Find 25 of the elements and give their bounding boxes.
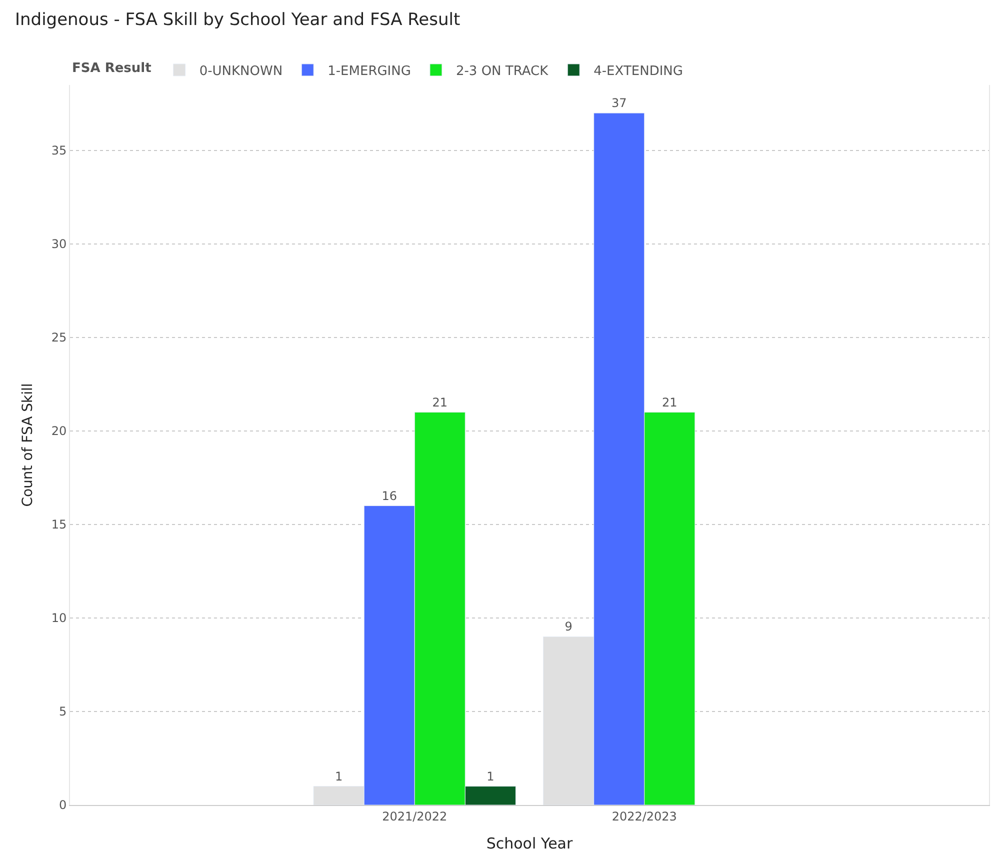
- y-tick-label: 10: [51, 611, 67, 626]
- x-tick-label: 2021/2022: [382, 809, 448, 824]
- legend-label: 0-UNKNOWN: [199, 64, 283, 80]
- x-axis-title: School Year: [486, 834, 574, 852]
- legend-title: FSA Result: [72, 60, 152, 76]
- data-label: 1: [334, 769, 343, 784]
- legend-label: 2-3 ON TRACK: [456, 64, 549, 80]
- data-label: 37: [611, 96, 627, 110]
- y-tick-label: 5: [58, 704, 67, 719]
- data-label: 21: [432, 395, 448, 410]
- y-tick-label: 35: [51, 144, 67, 158]
- y-tick-label: 20: [51, 424, 67, 438]
- chart-title: Indigenous - FSA Skill by School Year and FSA Result: [14, 10, 460, 30]
- y-tick-label: 0: [58, 798, 67, 812]
- x-tick-label: 2022/2023: [612, 809, 677, 824]
- legend-label: 1-EMERGING: [328, 64, 411, 80]
- legend-label: 4-EXTENDING: [594, 64, 683, 80]
- data-label: 1: [486, 769, 494, 784]
- data-label: 21: [662, 395, 678, 410]
- data-label: 16: [382, 488, 397, 503]
- y-tick-label: 30: [51, 237, 67, 252]
- y-tick-label: 25: [51, 330, 67, 345]
- y-axis-title: Count of FSA Skill: [20, 383, 36, 507]
- data-label: 9: [564, 620, 572, 634]
- y-tick-label: 15: [51, 518, 67, 532]
